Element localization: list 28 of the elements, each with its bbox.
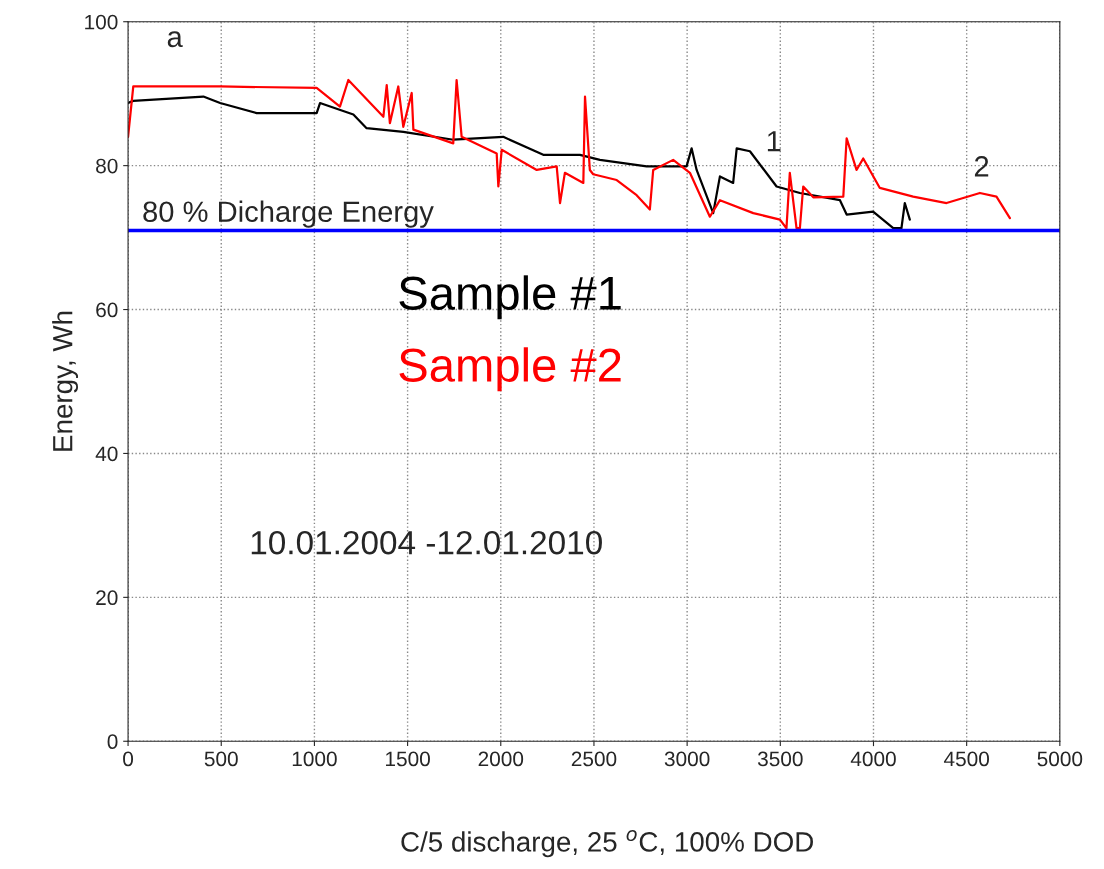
ref-line-label: 80 % Dicharge Energy (143, 200, 434, 228)
x-tick-label: 2000 (478, 751, 524, 767)
x-tick-label: 1000 (292, 751, 337, 767)
y-tick-label: 40 (95, 446, 118, 462)
y-tick-label: 100 (85, 14, 118, 30)
x-tick-label: 1500 (386, 751, 430, 767)
line-series (128, 78, 1012, 230)
y-axis-title: Energy, Wh (52, 311, 79, 451)
annotation: 1 (767, 131, 781, 152)
x-tick-label: 4500 (943, 751, 990, 767)
annotation: a (167, 31, 183, 48)
x-tick-label: 4000 (850, 751, 896, 767)
annotation: 10.01.2004 -12.01.2010 (251, 530, 602, 555)
x-tick-label: 3500 (757, 751, 803, 767)
text: Sample #2 (399, 347, 621, 392)
annotation: 2 (974, 156, 989, 177)
y-tick-label: 20 (96, 590, 118, 606)
y-tick-label: 80 (96, 158, 118, 174)
x-tick-label: 5000 (1037, 751, 1083, 767)
x-tick-label: 0 (123, 751, 134, 767)
x-tick-label: 3000 (664, 751, 710, 767)
x-tick-label: 500 (204, 751, 238, 767)
line-series (128, 95, 911, 230)
y-tick-label: 0 (107, 734, 118, 750)
x-axis-title: C/5 discharge, 25 $^{o}$C, 100% DOD (401, 829, 813, 858)
y-tick-label: 60 (96, 302, 118, 318)
x-tick-label: 2500 (571, 751, 617, 767)
text: Sample #1 (399, 275, 621, 320)
